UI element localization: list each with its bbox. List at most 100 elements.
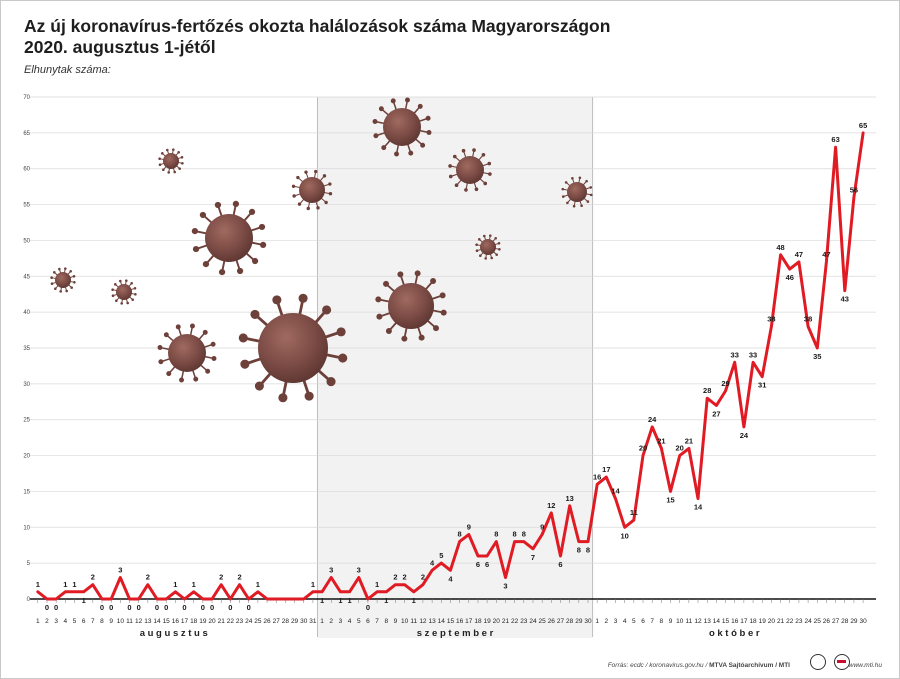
mti-logo-icon bbox=[834, 654, 850, 670]
x-tick-label: 7 bbox=[650, 618, 654, 625]
x-tick-label: 8 bbox=[100, 618, 104, 625]
y-tick-label: 25 bbox=[23, 418, 30, 424]
virus-spike-tip bbox=[64, 267, 67, 270]
x-tick-label: 18 bbox=[190, 618, 198, 625]
x-tick-label: 15 bbox=[722, 618, 730, 625]
data-label: 56 bbox=[850, 185, 858, 194]
virus-spike-tip bbox=[292, 194, 296, 198]
x-tick-label: 8 bbox=[384, 618, 388, 625]
x-tick-label: 5 bbox=[357, 618, 361, 625]
y-tick-labels: 0 5 10 15 20 25 30 35 40 45 50 55 60 65 70 bbox=[23, 95, 30, 603]
y-tick-label: 40 bbox=[23, 310, 30, 316]
x-tick-label: 7 bbox=[375, 618, 379, 625]
x-tick-label: 19 bbox=[484, 618, 492, 625]
x-tick-label: 15 bbox=[447, 618, 455, 625]
virus-spike-tip bbox=[69, 270, 72, 273]
data-label: 2 bbox=[146, 573, 150, 582]
title-line-2: 2020. augusztus 1-jétől bbox=[24, 37, 216, 57]
virus-spike-tip bbox=[272, 295, 282, 305]
virus-spike-tip bbox=[192, 245, 200, 253]
virus-body bbox=[168, 334, 206, 372]
x-tick-label: 16 bbox=[172, 618, 180, 625]
virus-spike-tip bbox=[372, 119, 378, 124]
x-tick-label: 26 bbox=[548, 618, 556, 625]
x-tick-label: 19 bbox=[759, 618, 767, 625]
x-tick-label: 11 bbox=[126, 618, 133, 625]
virus-spike-tip bbox=[157, 345, 163, 350]
data-label: 2 bbox=[237, 573, 241, 582]
virus-spike-tip bbox=[162, 168, 165, 171]
y-tick-label: 0 bbox=[27, 597, 31, 603]
data-label: 0 bbox=[182, 603, 186, 612]
data-label: 1 bbox=[82, 596, 86, 605]
virus-icon bbox=[238, 293, 348, 403]
x-tick-label: 5 bbox=[632, 618, 636, 625]
virus-spike-tip bbox=[166, 148, 169, 152]
data-label: 48 bbox=[776, 243, 784, 252]
virus-spike-tip bbox=[464, 188, 468, 192]
virus-spike-tip bbox=[324, 200, 328, 205]
virus-spike-tip bbox=[571, 176, 574, 180]
footer: Forrás: ecdc / koronavirus.gov.hu / MTVA… bbox=[24, 650, 884, 676]
x-tick-label: 4 bbox=[623, 618, 627, 625]
x-tick-label: 23 bbox=[520, 618, 528, 625]
virus-spike-tip bbox=[167, 171, 170, 174]
x-tick-label: 27 bbox=[557, 618, 565, 625]
virus-spike-tip bbox=[158, 359, 164, 365]
virus-spike-tip bbox=[304, 391, 314, 401]
virus-spike-tip bbox=[430, 278, 437, 284]
virus-spike-tip bbox=[161, 152, 164, 155]
virus-body bbox=[205, 214, 253, 262]
data-label: 2 bbox=[421, 573, 425, 582]
virus-spike-tip bbox=[259, 241, 267, 249]
x-tick-label: 20 bbox=[768, 618, 776, 625]
website-url: www.mti.hu bbox=[848, 662, 882, 669]
data-label: 1 bbox=[338, 596, 342, 605]
virus-spike-tip bbox=[448, 164, 452, 168]
virus-spike-tip bbox=[210, 341, 216, 347]
data-label: 3 bbox=[503, 581, 507, 590]
virus-spike-tip bbox=[589, 193, 593, 197]
data-label: 1 bbox=[256, 580, 260, 589]
data-label: 8 bbox=[522, 530, 526, 539]
x-tick-label: 13 bbox=[704, 618, 712, 625]
data-label: 6 bbox=[485, 560, 489, 569]
y-tick-label: 60 bbox=[23, 167, 30, 173]
virus-spike-tip bbox=[58, 267, 61, 271]
x-tick-label: 23 bbox=[236, 618, 244, 625]
virus-spike-tip bbox=[250, 309, 260, 319]
month-bands bbox=[316, 97, 594, 638]
x-tick-label: 12 bbox=[694, 618, 702, 625]
data-label: 0 bbox=[155, 603, 159, 612]
x-tick-label: 1 bbox=[36, 618, 40, 625]
virus-spike-tip bbox=[53, 271, 56, 274]
data-label: 38 bbox=[804, 314, 812, 323]
x-tick-label: 17 bbox=[465, 618, 473, 625]
virus-spike-tip bbox=[580, 204, 583, 208]
virus-icon bbox=[158, 148, 184, 174]
x-tick-label: 5 bbox=[73, 618, 77, 625]
data-label: 29 bbox=[721, 379, 729, 388]
virus-spike-tip bbox=[278, 393, 288, 403]
virus-spike-tip bbox=[487, 161, 492, 166]
data-label: 31 bbox=[758, 381, 766, 390]
month-band bbox=[317, 97, 593, 638]
x-tick-label: 10 bbox=[117, 618, 125, 625]
x-tick-label: 10 bbox=[401, 618, 409, 625]
data-label: 15 bbox=[666, 495, 674, 504]
virus-spike-tip bbox=[498, 248, 501, 251]
x-tick-label: 28 bbox=[841, 618, 849, 625]
virus-spike-tip bbox=[418, 334, 425, 341]
y-tick-label: 55 bbox=[23, 203, 30, 209]
x-tick-label: 8 bbox=[660, 618, 664, 625]
virus-spike-tip bbox=[50, 282, 54, 285]
x-tick-label: 3 bbox=[339, 618, 343, 625]
virus-body bbox=[163, 153, 179, 169]
virus-spike-tip bbox=[202, 260, 210, 268]
title-line-1: Az új koronavírus-fertőzés okozta halálo… bbox=[24, 16, 611, 36]
virus-spike-tip bbox=[180, 156, 184, 159]
virus-spike-tip bbox=[328, 192, 333, 196]
data-label: 1 bbox=[320, 596, 324, 605]
x-tick-label: 17 bbox=[740, 618, 748, 625]
x-tick-label: 11 bbox=[685, 618, 692, 625]
